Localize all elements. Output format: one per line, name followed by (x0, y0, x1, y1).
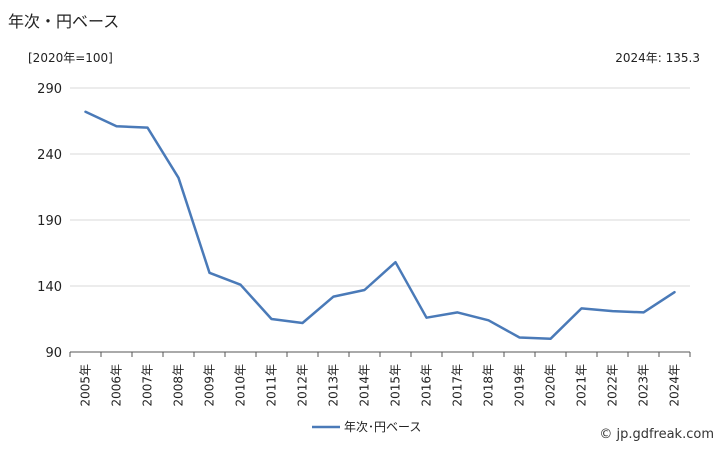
x-tick-label: 2015年 (389, 364, 403, 407)
x-tick-label: 2013年 (327, 364, 341, 407)
latest-value: 2024年: 135.3 (615, 51, 700, 65)
x-tick-label: 2010年 (234, 364, 248, 407)
x-tick-label: 2007年 (141, 364, 155, 407)
x-tick-label: 2018年 (482, 364, 496, 407)
source-credit: © jp.gdfreak.com (599, 427, 714, 442)
x-tick-label: 2019年 (513, 364, 527, 407)
x-tick-label: 2009年 (203, 364, 217, 407)
x-tick-label: 2008年 (172, 364, 186, 407)
chart-title: 年次・円ベース (8, 12, 120, 31)
x-tick-label: 2005年 (79, 364, 93, 407)
y-tick-label: 240 (37, 148, 62, 163)
y-tick-label: 90 (45, 346, 62, 361)
x-tick-label: 2006年 (110, 364, 124, 407)
x-tick-label: 2023年 (637, 364, 651, 407)
x-tick-label: 2017年 (451, 364, 465, 407)
y-tick-label: 190 (37, 214, 62, 229)
x-tick-label: 2011年 (265, 364, 279, 407)
x-tick-label: 2014年 (358, 364, 372, 407)
y-tick-label: 290 (37, 82, 62, 97)
legend-label: 年次･円ベース (344, 420, 421, 434)
x-tick-label: 2024年 (668, 364, 682, 407)
y-tick-label: 140 (37, 280, 62, 295)
x-tick-label: 2022年 (606, 364, 620, 407)
x-tick-label: 2016年 (420, 364, 434, 407)
x-tick-label: 2020年 (544, 364, 558, 407)
x-tick-label: 2021年 (575, 364, 589, 407)
series-line (84, 110, 676, 341)
unit-label: [2020年=100] (28, 51, 113, 65)
x-tick-label: 2012年 (296, 364, 310, 407)
